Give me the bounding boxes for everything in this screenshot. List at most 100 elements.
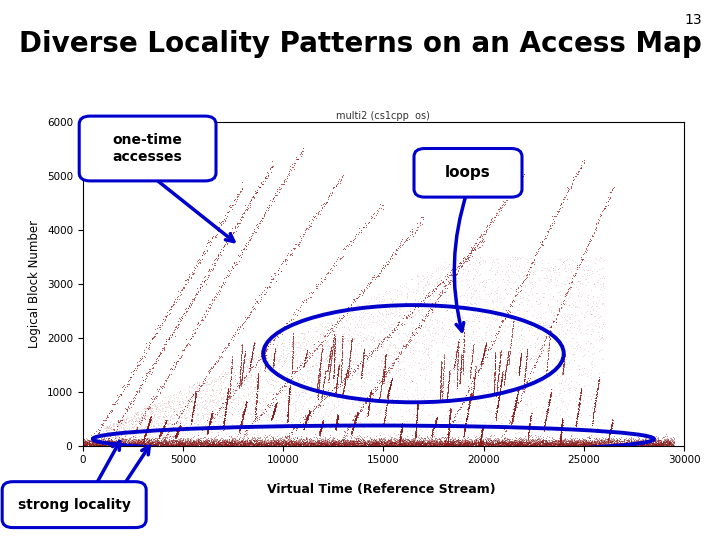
Point	[569, 308, 580, 317]
Point	[153, 438, 164, 447]
Point	[426, 308, 437, 316]
Point	[168, 402, 179, 410]
Point	[436, 360, 447, 368]
Point	[558, 352, 570, 360]
Point	[380, 307, 392, 315]
Point	[586, 350, 598, 359]
Point	[176, 440, 188, 449]
Point	[184, 340, 195, 348]
Point	[356, 441, 368, 449]
Point	[482, 437, 493, 445]
Point	[493, 439, 505, 448]
Point	[131, 357, 143, 366]
Point	[316, 423, 328, 432]
Point	[282, 434, 293, 442]
Point	[494, 357, 505, 366]
Point	[434, 440, 446, 449]
Point	[217, 440, 228, 448]
Point	[402, 310, 414, 319]
Point	[410, 428, 422, 436]
Point	[202, 377, 213, 386]
Point	[281, 350, 292, 359]
Point	[371, 441, 382, 449]
Point	[81, 437, 92, 446]
Point	[199, 379, 210, 388]
Point	[246, 350, 258, 359]
Point	[329, 341, 341, 350]
Point	[364, 436, 375, 444]
Point	[331, 374, 343, 382]
Point	[112, 417, 124, 426]
Point	[229, 439, 240, 448]
Point	[415, 322, 426, 330]
Point	[327, 337, 338, 346]
Point	[269, 441, 281, 449]
Point	[138, 434, 150, 443]
Point	[112, 438, 123, 447]
Point	[590, 393, 601, 401]
Point	[157, 403, 168, 412]
Point	[205, 413, 217, 421]
Point	[457, 350, 469, 359]
Point	[599, 440, 611, 449]
Point	[328, 343, 339, 352]
Point	[499, 375, 510, 383]
Point	[552, 349, 563, 357]
Point	[93, 438, 104, 447]
Point	[177, 439, 189, 448]
Point	[185, 299, 197, 308]
Point	[174, 423, 185, 432]
Point	[400, 298, 412, 307]
Point	[564, 395, 575, 404]
Point	[356, 403, 368, 411]
Point	[328, 336, 339, 345]
Point	[446, 421, 457, 429]
Point	[315, 360, 326, 368]
Point	[425, 313, 436, 321]
Point	[237, 413, 248, 421]
Point	[468, 383, 480, 392]
Point	[462, 316, 474, 325]
Point	[238, 441, 249, 449]
Point	[523, 431, 534, 440]
Point	[129, 437, 140, 445]
Point	[595, 440, 607, 449]
Point	[524, 418, 536, 427]
Point	[105, 436, 117, 444]
Point	[280, 436, 292, 445]
Point	[556, 421, 567, 429]
Point	[493, 394, 505, 402]
Point	[137, 373, 148, 382]
Point	[328, 350, 340, 359]
Point	[83, 440, 94, 449]
Point	[518, 277, 529, 286]
Point	[305, 437, 316, 446]
Point	[328, 364, 340, 373]
Point	[146, 395, 158, 404]
Point	[145, 441, 157, 449]
Point	[115, 431, 127, 440]
Point	[250, 413, 261, 422]
Point	[238, 380, 249, 388]
Point	[84, 439, 96, 448]
Point	[582, 300, 594, 309]
Point	[248, 193, 259, 201]
Point	[486, 218, 498, 227]
Point	[376, 441, 387, 449]
Point	[489, 369, 500, 377]
Point	[281, 379, 292, 387]
Point	[182, 441, 194, 450]
Point	[513, 366, 525, 375]
Point	[397, 436, 409, 445]
Point	[323, 357, 335, 366]
Point	[611, 436, 622, 444]
Point	[292, 438, 304, 447]
Point	[403, 416, 415, 425]
Point	[630, 436, 642, 444]
Point	[224, 391, 235, 400]
Point	[569, 440, 580, 448]
Point	[364, 437, 375, 446]
Point	[408, 438, 420, 447]
Point	[269, 350, 280, 359]
Point	[503, 348, 514, 356]
